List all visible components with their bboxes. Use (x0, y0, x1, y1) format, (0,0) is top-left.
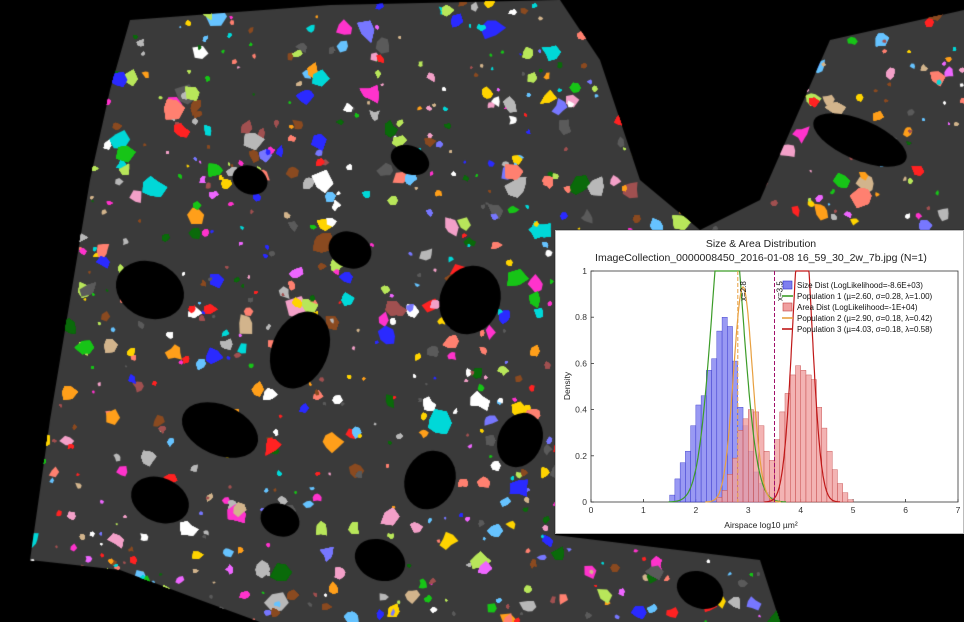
area-dist-bar (805, 374, 812, 503)
size-dist-bar (721, 316, 728, 503)
area-dist-bar (842, 492, 849, 503)
legend-entry: Population 3 (µ=4.03, σ=0.18, λ=0.58) (797, 325, 933, 334)
area-dist-bar (721, 490, 728, 503)
y-tick-label: 0.4 (575, 405, 587, 415)
legend-entry: Population 2 (µ=2.90, σ=0.18, λ=0.42) (797, 314, 933, 323)
legend-entry: Size Dist (LogLikelihood=-8.6E+03) (797, 281, 923, 290)
size-dist-bar (716, 330, 723, 503)
x-tick-label: 4 (798, 505, 803, 515)
x-tick-label: 3 (746, 505, 751, 515)
y-tick-label: 0.2 (575, 451, 587, 461)
area-dist-bar (732, 457, 739, 503)
x-tick-label: 2 (693, 505, 698, 515)
area-dist-bar (742, 418, 749, 503)
distribution-chart: Size & Area Distribution ImageCollection… (562, 238, 961, 530)
size-dist-bar (690, 425, 697, 503)
area-dist-bar (795, 365, 801, 503)
threshold-label: x=2.8 (739, 281, 748, 301)
area-dist-bar (847, 499, 854, 503)
size-dist-bar (679, 462, 686, 503)
population-2-curve (705, 286, 781, 503)
x-tick-label: 5 (851, 505, 856, 515)
area-dist-bar (727, 474, 733, 503)
chart-subtitle: ImageCollection_0000008450_2016-01-08 16… (595, 252, 927, 264)
area-dist-bar (737, 430, 744, 503)
y-tick-label: 0 (582, 497, 587, 507)
size-dist-bar (674, 478, 681, 503)
y-tick-label: 1 (582, 266, 587, 276)
area-dist-bar (716, 497, 723, 503)
area-dist-bar (800, 370, 807, 503)
size-dist-bar (706, 370, 712, 503)
y-tick-label: 0.8 (575, 312, 587, 322)
y-axis-label: Density (562, 371, 572, 400)
chart-title: Size & Area Distribution (706, 238, 816, 250)
area-dist-bar (837, 483, 843, 503)
x-tick-label: 6 (903, 505, 908, 515)
area-dist-bar (769, 460, 775, 503)
area-dist-bar (831, 469, 838, 503)
x-tick-label: 7 (956, 505, 961, 515)
chart-panel: Size & Area Distribution ImageCollection… (555, 230, 964, 534)
legend-swatch (782, 302, 793, 312)
legend-swatch (782, 280, 793, 290)
plot-area: 0 1 2 3 4 5 6 7 0 0.2 0.4 0.6 0.8 1 x=2.8 x=3.5 Size Dis… (575, 266, 960, 515)
x-axis-label: Airspace log10 µm² (724, 520, 798, 530)
area-dist-bar (763, 450, 770, 503)
area-dist-bar (790, 374, 796, 503)
legend-entry: Area Dist (LogLikelihood=-1E+04) (797, 303, 918, 312)
x-tick-label: 1 (641, 505, 646, 515)
size-dist-bar (685, 450, 691, 503)
x-tick-label: 0 (589, 505, 594, 515)
threshold-label: x=3.5 (776, 281, 785, 301)
legend-entry: Population 1 (µ=2.60, σ=0.28, λ=1.00) (797, 292, 933, 301)
size-dist-bar (711, 358, 718, 503)
area-dist-bar (758, 425, 765, 503)
population-3-curve (764, 270, 840, 503)
y-tick-label: 0.6 (575, 358, 587, 368)
